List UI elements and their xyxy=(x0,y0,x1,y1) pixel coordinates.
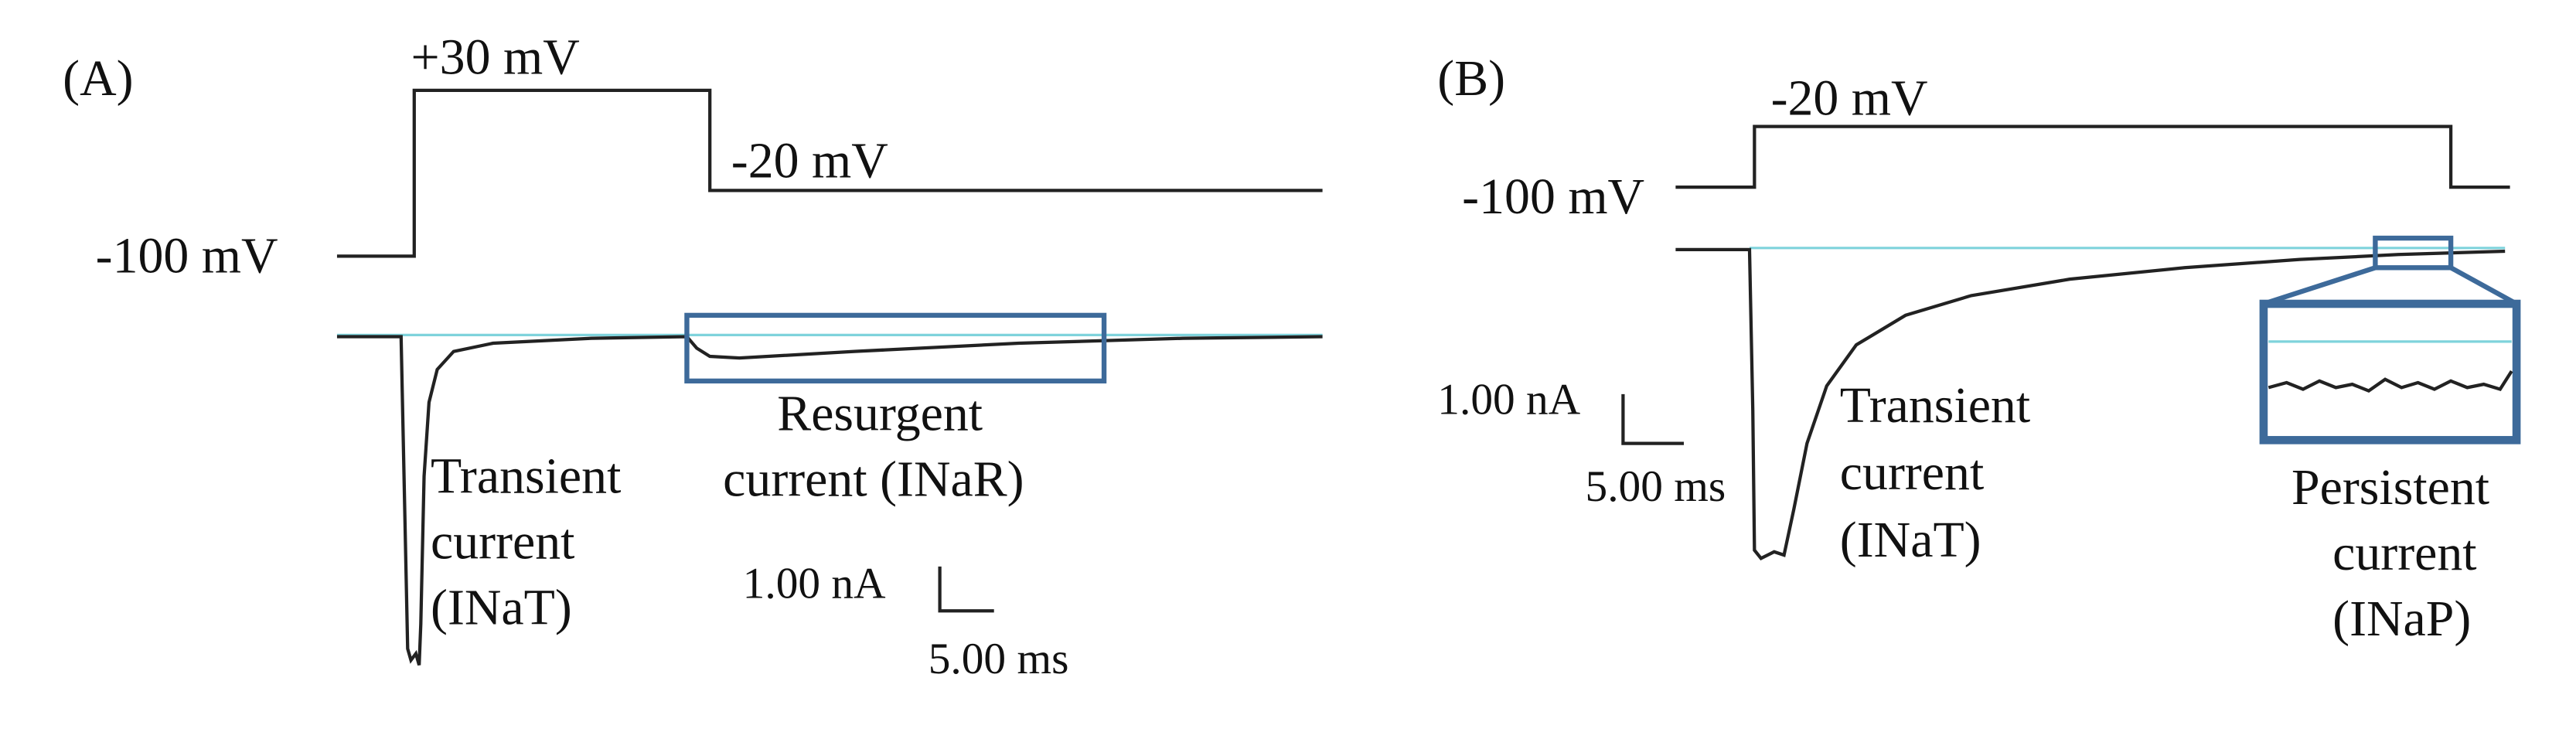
annotation: Resurgent xyxy=(777,386,983,442)
highlight-box xyxy=(684,312,1107,384)
annotation: current xyxy=(2332,525,2476,581)
voltage-protocol xyxy=(1675,124,2510,189)
voltage-label: -20 mV xyxy=(731,132,888,189)
voltage-label: +30 mV xyxy=(411,29,580,86)
zoom-trace xyxy=(2268,370,2513,393)
annotation: (INaT) xyxy=(1840,512,1981,568)
voltage-protocol xyxy=(336,88,1323,258)
scale-bar xyxy=(1621,393,1684,445)
zoom-line xyxy=(2449,265,2518,306)
voltage-label: -100 mV xyxy=(1462,169,1644,225)
annotation: Persistent xyxy=(2291,459,2489,516)
annotation: Transient xyxy=(1840,377,2030,434)
scale-label: 1.00 nA xyxy=(743,559,886,608)
current-trace xyxy=(1675,247,2506,560)
scale-label: 1.00 nA xyxy=(1437,375,1580,424)
scale-bar xyxy=(938,566,994,613)
annotation: (INaP) xyxy=(2332,591,2471,647)
zoom-box xyxy=(2259,299,2521,444)
panel-b: (B) -20 mV -100 mV 1.00 nA 5.00 ms Trans… xyxy=(1437,50,2521,647)
voltage-label: -20 mV xyxy=(1771,70,1928,127)
annotation: (INaT) xyxy=(431,579,572,635)
scale-label: 5.00 ms xyxy=(929,635,1069,683)
zoom-line xyxy=(2262,265,2377,307)
annotation: current xyxy=(431,513,574,570)
scale-label: 5.00 ms xyxy=(1586,462,1726,511)
panel-a: (A) +30 mV -20 mV -100 mV Transient curr… xyxy=(63,29,1323,683)
panel-label: (B) xyxy=(1437,50,1505,107)
voltage-label: -100 mV xyxy=(96,228,278,284)
annotation: current (INaR) xyxy=(723,451,1024,508)
current-trace xyxy=(336,335,1323,666)
panel-label: (A) xyxy=(63,50,133,107)
highlight-box xyxy=(2373,235,2454,271)
annotation: Transient xyxy=(431,448,621,504)
annotation: current xyxy=(1840,444,1984,501)
